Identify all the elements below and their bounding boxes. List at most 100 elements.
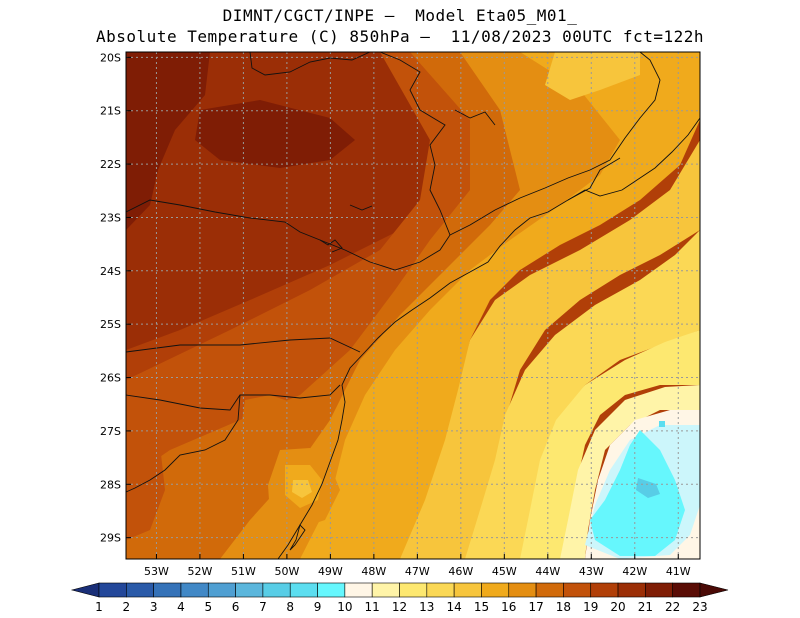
colorbar-swatch bbox=[617, 582, 646, 598]
lon-tick-label: 51W bbox=[231, 565, 256, 578]
river-3 bbox=[454, 109, 496, 126]
colorbar-swatch bbox=[344, 582, 373, 598]
colorbar-label: 17 bbox=[528, 600, 543, 614]
latitude-axis: 20S 21S 22S 23S 24S 25S 26S 27S 28S 29S bbox=[100, 51, 131, 545]
colorbar-label: 22 bbox=[665, 600, 680, 614]
temperature-region-8 bbox=[636, 478, 660, 498]
map-title-line-1: DIMNT/CGCT/INPE – Model Eta05_M01_ bbox=[222, 6, 578, 25]
colorbar-swatch bbox=[153, 582, 182, 598]
temperature-region-13 bbox=[520, 330, 700, 559]
state-border-3 bbox=[126, 337, 361, 353]
state-border-5 bbox=[249, 52, 371, 76]
colorbar-label: 18 bbox=[556, 600, 571, 614]
colorbar-swatch bbox=[535, 582, 564, 598]
colorbar-swatch bbox=[481, 582, 510, 598]
lon-tick-label: 50W bbox=[274, 565, 299, 578]
temperature-region-15b bbox=[400, 140, 700, 559]
lat-tick-label: 20S bbox=[100, 51, 121, 64]
colorbar-over-arrow bbox=[699, 582, 729, 598]
colorbar-label: 9 bbox=[314, 600, 322, 614]
colorbar-swatch bbox=[262, 582, 291, 598]
map-frame bbox=[125, 51, 701, 560]
colorbar-swatch bbox=[207, 582, 236, 598]
colorbar-label: 16 bbox=[501, 600, 516, 614]
colorbar-swatch bbox=[645, 582, 673, 598]
lat-tick-label: 27S bbox=[100, 425, 121, 438]
colorbar-swatch bbox=[289, 582, 318, 598]
colorbar-label: 4 bbox=[177, 600, 185, 614]
lon-tick-label: 52W bbox=[187, 565, 212, 578]
lat-tick-label: 26S bbox=[100, 372, 121, 385]
colorbar-label: 8 bbox=[286, 600, 294, 614]
lat-tick-label: 28S bbox=[100, 478, 121, 491]
colorbar-swatch bbox=[453, 582, 482, 598]
lagoon bbox=[289, 524, 306, 551]
colorbar-swatch bbox=[508, 582, 537, 598]
colorbar-label: 11 bbox=[365, 600, 380, 614]
colorbar-under-arrow bbox=[70, 582, 100, 598]
temperature-field bbox=[126, 52, 700, 559]
lon-tick-label: 45W bbox=[492, 565, 517, 578]
colorbar: 1 2 3 4 5 6 7 8 9 10 11 12 13 14 15 16 17 18 19 20 21 22 23 bbox=[70, 582, 729, 614]
lon-tick-label: 44W bbox=[535, 565, 560, 578]
colorbar-label: 10 bbox=[337, 600, 352, 614]
colorbar-label: 6 bbox=[232, 600, 240, 614]
lon-tick-label: 48W bbox=[361, 565, 386, 578]
temperature-region-22a bbox=[126, 52, 210, 230]
state-border-1 bbox=[126, 52, 451, 271]
lat-tick-label: 23S bbox=[100, 211, 121, 224]
lon-tick-label: 53W bbox=[144, 565, 169, 578]
temperature-region-16 bbox=[300, 52, 700, 559]
lon-tick-label: 47W bbox=[405, 565, 430, 578]
colorbar-swatch bbox=[426, 582, 455, 598]
colorbar-swatch bbox=[371, 582, 400, 598]
temperature-region-19 bbox=[126, 52, 520, 470]
lat-tick-label: 21S bbox=[100, 105, 121, 118]
state-border-7 bbox=[567, 157, 621, 201]
lon-tick-label: 42W bbox=[622, 565, 647, 578]
temperature-region-18 bbox=[126, 52, 560, 559]
colorbar-label: 15 bbox=[474, 600, 489, 614]
temperature-region-15 bbox=[545, 52, 640, 100]
lon-tick-label: 43W bbox=[579, 565, 604, 578]
colorbar-label: 1 bbox=[95, 600, 103, 614]
temperature-region-12 bbox=[560, 385, 700, 559]
lon-tick-label: 46W bbox=[448, 565, 473, 578]
colorbar-swatch bbox=[399, 582, 428, 598]
lat-tick-label: 24S bbox=[100, 265, 121, 278]
temperature-region-17 bbox=[220, 52, 640, 559]
state-border-6 bbox=[449, 52, 661, 236]
lat-tick-label: 29S bbox=[100, 532, 121, 545]
colorbar-label: 2 bbox=[122, 600, 130, 614]
river-2 bbox=[349, 204, 373, 211]
river-1 bbox=[319, 239, 343, 253]
colorbar-label: 13 bbox=[419, 600, 434, 614]
lat-tick-label: 25S bbox=[100, 318, 121, 331]
temperature-region-9 bbox=[590, 430, 685, 556]
colorbar-label: 14 bbox=[446, 600, 461, 614]
colorbar-swatch bbox=[563, 582, 592, 598]
colorbar-swatch bbox=[317, 582, 346, 598]
temperature-region-18-south bbox=[240, 395, 315, 450]
colorbar-label: 21 bbox=[638, 600, 653, 614]
colorbar-label: 20 bbox=[610, 600, 625, 614]
colorbar-swatch bbox=[235, 582, 264, 598]
colorbar-swatch bbox=[98, 582, 127, 598]
temperature-cell-9 bbox=[659, 421, 665, 427]
lat-lon-grid bbox=[126, 52, 700, 559]
colorbar-label: 3 bbox=[150, 600, 158, 614]
colorbar-label: 5 bbox=[204, 600, 212, 614]
colorbar-swatch bbox=[126, 582, 154, 598]
colorbar-swatch bbox=[672, 582, 701, 598]
temperature-region-22b bbox=[195, 100, 355, 168]
coastline bbox=[277, 117, 700, 559]
colorbar-label: 23 bbox=[692, 600, 707, 614]
longitude-axis: 53W 52W 51W 50W 49W 48W 47W 46W 45W 44W 43W 42W 41W bbox=[144, 554, 691, 578]
map-title-line-2: Absolute Temperature (C) 850hPa – 11/08/… bbox=[96, 27, 704, 46]
colorbar-label: 19 bbox=[583, 600, 598, 614]
colorbar-swatch bbox=[180, 582, 209, 598]
colorbar-label: 12 bbox=[392, 600, 407, 614]
lat-tick-label: 22S bbox=[100, 158, 121, 171]
colorbar-label: 7 bbox=[259, 600, 267, 614]
